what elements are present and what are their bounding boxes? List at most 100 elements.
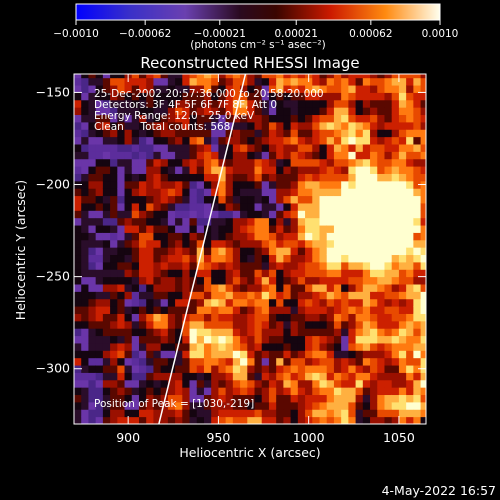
heatmap-cell [261, 210, 270, 219]
x-tick-label: 1050 [383, 430, 415, 445]
heatmap-cell [211, 151, 219, 160]
heatmap-cell [362, 136, 371, 145]
heatmap-cell [420, 114, 426, 123]
heatmap-cell [232, 342, 241, 351]
heatmap-cell [305, 254, 313, 263]
heatmap-cell [312, 85, 320, 93]
heatmap-cell [175, 379, 183, 388]
heatmap-cell [377, 121, 385, 130]
heatmap-cell [391, 85, 400, 93]
heatmap-cell [74, 202, 82, 211]
heatmap-cell [297, 77, 306, 86]
heatmap-cell [355, 188, 364, 197]
heatmap-cell [196, 188, 205, 197]
heatmap-cell [326, 261, 335, 270]
heatmap-cell [398, 387, 407, 396]
heatmap-cell [81, 320, 89, 329]
heatmap-cell [319, 357, 328, 366]
heatmap-cell [326, 151, 335, 160]
heatmap-cell [398, 77, 407, 86]
heatmap-cell [398, 92, 407, 101]
heatmap-cell [297, 291, 306, 300]
heatmap-cell [348, 387, 357, 396]
heatmap-cell [333, 313, 342, 322]
heatmap-cell [254, 284, 263, 292]
heatmap-cell [182, 365, 191, 373]
heatmap-cell [247, 173, 256, 182]
heatmap-cell [254, 166, 263, 174]
heatmap-cell [138, 114, 147, 123]
heatmap-cell [362, 114, 371, 123]
heatmap-cell [167, 247, 176, 256]
heatmap-cell [312, 121, 320, 130]
heatmap-cell [377, 416, 385, 424]
heatmap-cell [276, 195, 284, 204]
heatmap-cell [247, 365, 256, 373]
heatmap-cell [333, 74, 342, 79]
heatmap-cell [117, 92, 126, 101]
heatmap-cell [355, 158, 364, 167]
heatmap-cell [131, 306, 140, 314]
heatmap-cell [175, 239, 183, 248]
heatmap-cell [355, 121, 364, 130]
heatmap-cell [312, 261, 320, 270]
heatmap-cell [290, 313, 299, 322]
heatmap-cell [362, 107, 371, 116]
heatmap-cell [95, 85, 104, 93]
heatmap-cell [420, 350, 426, 359]
heatmap-cell [160, 217, 169, 226]
heatmap-cell [254, 77, 263, 86]
heatmap-cell [203, 92, 212, 101]
heatmap-cell [420, 409, 426, 418]
heatmap-cell [182, 173, 191, 182]
heatmap-cell [189, 335, 198, 344]
heatmap-cell [240, 387, 248, 396]
heatmap-cell [131, 394, 140, 403]
heatmap-cell [398, 306, 407, 314]
heatmap-cell [203, 173, 212, 182]
heatmap-cell [384, 387, 393, 396]
heatmap-cell [196, 121, 205, 130]
heatmap-cell [283, 350, 292, 359]
heatmap-cell [146, 416, 154, 424]
heatmap-cell [348, 261, 357, 270]
heatmap-cell [182, 409, 191, 418]
heatmap-cell [167, 77, 176, 86]
heatmap-cell [117, 180, 126, 189]
heatmap-cell [88, 85, 97, 93]
heatmap-cell [276, 342, 284, 351]
peak-position-label: Position of Peak = [1030,-219] [94, 398, 254, 410]
heatmap-cell [326, 335, 335, 344]
heatmap-cell [276, 202, 284, 211]
heatmap-cell [398, 372, 407, 381]
heatmap-cell [167, 342, 176, 351]
heatmap-cell [189, 114, 198, 123]
heatmap-cell [167, 372, 176, 381]
heatmap-cell [102, 320, 111, 329]
heatmap-cell [182, 350, 191, 359]
heatmap-cell [146, 357, 154, 366]
heatmap-cell [196, 158, 205, 167]
heatmap-cell [290, 173, 299, 182]
heatmap-cell [160, 151, 169, 160]
heatmap-cell [232, 74, 241, 79]
heatmap-cell [283, 291, 292, 300]
heatmap-cell [312, 217, 320, 226]
heatmap-cell [348, 210, 357, 219]
heatmap-cell [326, 276, 335, 285]
heatmap-cell [341, 92, 349, 101]
heatmap-cell [305, 129, 313, 138]
heatmap-cell [196, 210, 205, 219]
heatmap-cell [124, 173, 133, 182]
heatmap-cell [276, 92, 284, 101]
heatmap-cell [305, 320, 313, 329]
heatmap-cell [283, 401, 292, 410]
heatmap-cell [261, 151, 270, 160]
heatmap-cell [175, 136, 183, 145]
heatmap-cell [377, 387, 385, 396]
heatmap-cell [138, 387, 147, 396]
heatmap-cell [261, 166, 270, 174]
heatmap-cell [254, 328, 263, 337]
heatmap-cell [370, 210, 378, 219]
heatmap-cell [146, 114, 154, 123]
